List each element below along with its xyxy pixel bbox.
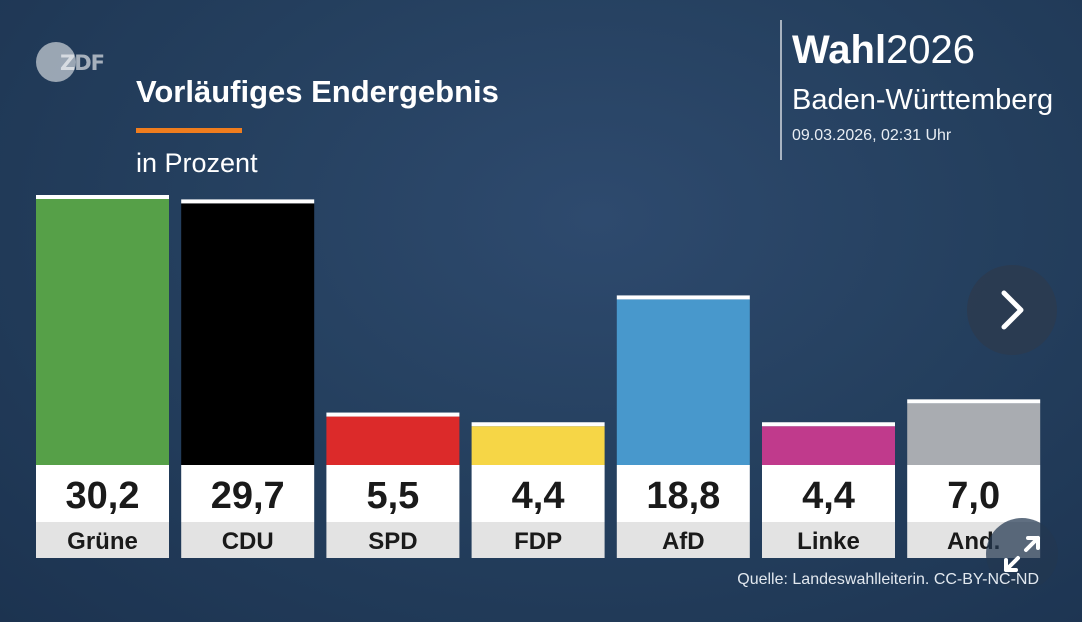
category-label-1: CDU — [222, 528, 274, 555]
bar-cap-1 — [181, 199, 315, 204]
category-label-4: AfD — [662, 528, 705, 555]
title-accent-line — [136, 128, 242, 133]
bar-cap-4 — [616, 295, 750, 300]
value-label-0: 30,2 — [66, 475, 140, 517]
bar-cap-6 — [907, 399, 1041, 404]
value-label-1: 29,7 — [211, 475, 285, 517]
zdf-logo-text: ZDF — [60, 51, 105, 75]
bar-cap-0 — [36, 195, 169, 199]
region-name: Baden-Württemberg — [792, 84, 1054, 116]
bar-5 — [762, 426, 895, 465]
bar-0 — [36, 199, 169, 465]
zdf-logo-circle — [36, 42, 76, 82]
category-box-1 — [181, 522, 315, 558]
category-box-5 — [762, 522, 895, 558]
category-box-4 — [616, 522, 750, 558]
value-box-6 — [907, 465, 1041, 522]
category-label-2: SPD — [368, 528, 417, 555]
value-label-6: 7,0 — [947, 475, 1000, 517]
brand-year: 2026 — [886, 28, 976, 72]
chart-title: Vorläufiges Endergebnis — [136, 74, 499, 109]
next-chart-button[interactable] — [967, 265, 1057, 355]
bar-cap-5 — [762, 422, 895, 427]
zdf-logo: ZDF — [36, 42, 108, 82]
chevron-right-icon — [1001, 290, 1024, 330]
value-box-0 — [36, 465, 169, 522]
category-box-2 — [326, 522, 460, 558]
value-box-1 — [181, 465, 315, 522]
expand-button[interactable] — [986, 518, 1058, 590]
expand-icon — [1004, 536, 1040, 572]
bar-2 — [326, 416, 460, 465]
category-box-3 — [471, 522, 605, 558]
value-label-2: 5,5 — [366, 475, 419, 517]
bar-4 — [616, 299, 750, 465]
category-label-0: Grüne — [67, 528, 138, 555]
value-label-3: 4,4 — [512, 475, 565, 517]
header-divider — [780, 20, 782, 160]
bar-cap-3 — [471, 422, 605, 427]
category-box-0 — [36, 522, 169, 558]
category-label-5: Linke — [797, 528, 860, 555]
source-note: Quelle: Landeswahlleiterin. CC-BY-NC-ND — [737, 571, 1039, 588]
value-label-5: 4,4 — [802, 475, 855, 517]
bar-cap-2 — [326, 412, 460, 417]
value-box-3 — [471, 465, 605, 522]
value-box-4 — [616, 465, 750, 522]
value-box-5 — [762, 465, 895, 522]
chart-subtitle: in Prozent — [136, 148, 258, 178]
category-label-3: FDP — [514, 528, 562, 555]
bar-6 — [907, 403, 1041, 465]
bar-1 — [181, 203, 315, 465]
brand-wahl: Wahl — [792, 28, 887, 72]
bar-3 — [471, 426, 605, 465]
value-box-2 — [326, 465, 460, 522]
value-label-4: 18,8 — [646, 475, 720, 517]
result-timestamp: 09.03.2026, 02:31 Uhr — [792, 127, 952, 144]
election-brand: Wahl2026 — [792, 30, 975, 70]
